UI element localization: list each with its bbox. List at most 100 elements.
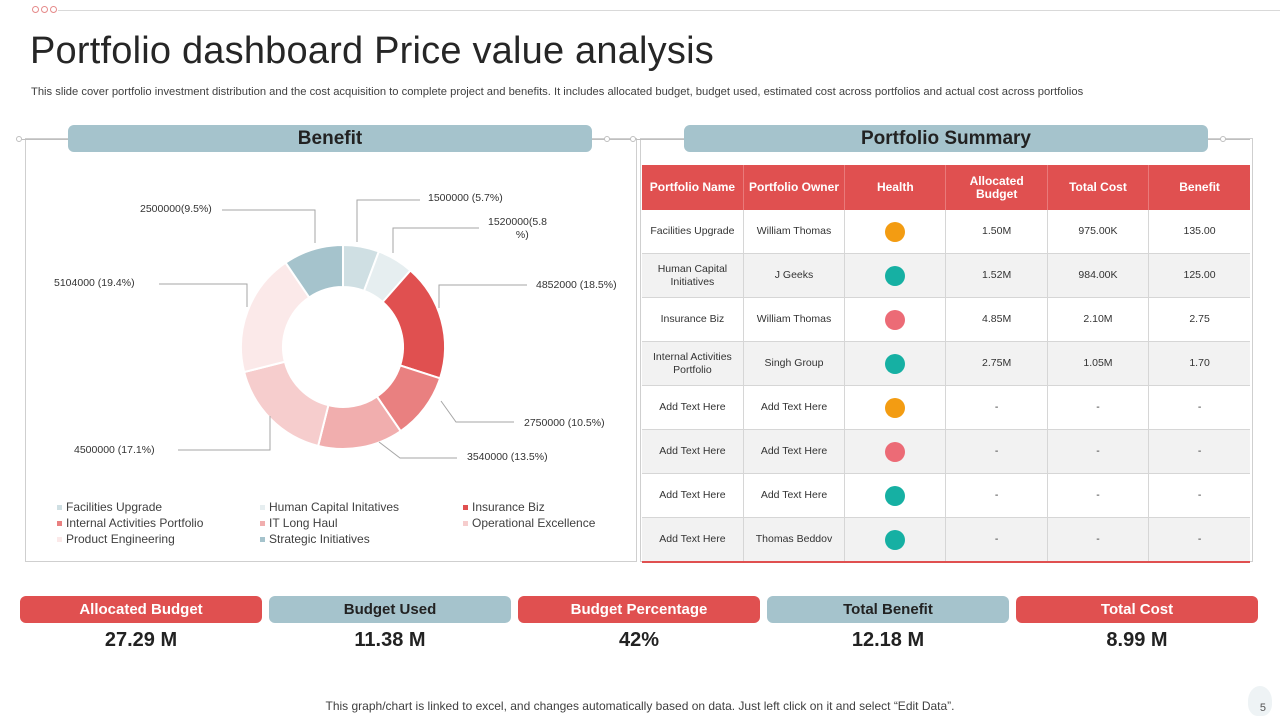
- kpi-label: Budget Percentage: [518, 596, 760, 623]
- column-header-allocated-budget: Allocated Budget: [945, 165, 1048, 210]
- cell-total-cost: -: [1047, 517, 1150, 563]
- legend-label: Internal Activities Portfolio: [66, 516, 204, 530]
- connector-line: [1208, 139, 1250, 140]
- kpi-value: 42%: [618, 629, 660, 651]
- cell-total-cost: 2.10M: [1047, 297, 1150, 342]
- kpi-card: Budget Used 11.38 M: [269, 596, 511, 652]
- health-status-dot: [885, 309, 906, 330]
- legend-label: IT Long Haul: [269, 516, 338, 530]
- cell-benefit: 1.70: [1148, 341, 1250, 386]
- cell-health: [844, 297, 947, 342]
- connector-dot: [1220, 136, 1226, 142]
- data-label: 4500000 (17.1%): [74, 444, 155, 456]
- legend-item: Internal Activities Portfolio: [57, 516, 260, 530]
- legend-item: Insurance Biz: [463, 500, 623, 514]
- data-label: 1520000(5.8 %): [488, 216, 547, 241]
- cell-allocated-budget: 1.52M: [945, 253, 1048, 298]
- connector-dot: [604, 136, 610, 142]
- portfolio-summary-table: Portfolio Name Portfolio Owner Health Al…: [642, 165, 1250, 563]
- table-row: Human Capital Initiatives J Geeks 1.52M 984…: [642, 253, 1250, 298]
- health-status-dot: [885, 529, 906, 550]
- cell-health: [844, 253, 947, 298]
- legend-label: Product Engineering: [66, 532, 175, 546]
- kpi-value: 8.99 M: [1106, 629, 1168, 651]
- cell-benefit: -: [1148, 385, 1250, 430]
- legend-item: Facilities Upgrade: [57, 500, 260, 514]
- cell-allocated-budget: 4.85M: [945, 297, 1048, 342]
- cell-portfolio-owner: Thomas Beddov: [743, 517, 846, 563]
- legend-label: Insurance Biz: [472, 500, 545, 514]
- benefit-header: Benefit: [68, 125, 592, 152]
- table-row: Add Text Here Add Text Here - - -: [642, 429, 1250, 474]
- kpi-value: 11.38 M: [354, 629, 426, 651]
- column-header-health: Health: [844, 165, 947, 210]
- connector-line: [636, 139, 684, 140]
- cell-health: [844, 210, 947, 254]
- legend-item: Human Capital Initatives: [260, 500, 463, 514]
- cell-portfolio-name: Add Text Here: [642, 517, 744, 563]
- kpi-card: Allocated Budget 27.29 M: [20, 596, 262, 652]
- legend-swatch: [260, 536, 265, 542]
- connector-line: [22, 139, 68, 140]
- leader-line: [392, 227, 479, 253]
- data-label: 5104000 (19.4%): [54, 277, 135, 289]
- connector-line: [592, 139, 634, 140]
- legend-swatch: [260, 504, 265, 510]
- cell-portfolio-name: Add Text Here: [642, 429, 744, 474]
- table-row: Facilities Upgrade William Thomas 1.50M 975…: [642, 210, 1250, 254]
- benefit-donut-chart: 1500000 (5.7%) 1520000(5.8 %) 4852000 (18.…: [54, 192, 617, 463]
- column-header-portfolio-name: Portfolio Name: [642, 165, 744, 210]
- legend-swatch: [463, 504, 468, 510]
- table-row: Internal Activities Portfolio Singh Group…: [642, 341, 1250, 386]
- health-status-dot: [885, 441, 906, 462]
- page-subtitle: This slide cover portfolio investment di…: [31, 86, 1084, 98]
- table-row: Insurance Biz William Thomas 4.85M 2.10M 2.7…: [642, 297, 1250, 342]
- kpi-label: Allocated Budget: [20, 596, 262, 623]
- cell-allocated-budget: 1.50M: [945, 210, 1048, 254]
- top-divider: [58, 10, 1280, 11]
- cell-health: [844, 341, 947, 386]
- data-label: 2750000 (10.5%): [524, 417, 605, 429]
- cell-portfolio-name: Facilities Upgrade: [642, 210, 744, 254]
- cell-portfolio-name: Human Capital Initiatives: [642, 253, 744, 298]
- legend-swatch: [57, 536, 62, 542]
- portfolio-summary-header: Portfolio Summary: [684, 125, 1208, 152]
- kpi-label: Total Cost: [1016, 596, 1258, 623]
- table-row: Add Text Here Add Text Here - - -: [642, 385, 1250, 430]
- table-row: Add Text Here Add Text Here - - -: [642, 473, 1250, 518]
- table-header-row: Portfolio Name Portfolio Owner Health Al…: [642, 165, 1250, 210]
- column-header-total-cost: Total Cost: [1047, 165, 1150, 210]
- cell-allocated-budget: -: [945, 429, 1048, 474]
- cell-benefit: -: [1148, 473, 1250, 518]
- cell-allocated-budget: -: [945, 517, 1048, 563]
- leader-line: [178, 416, 271, 451]
- page-title: Portfolio dashboard Price value analysis: [30, 30, 714, 72]
- cell-total-cost: 1.05M: [1047, 341, 1150, 386]
- chart-legend: Facilities Upgrade Human Capital Initativ…: [57, 500, 617, 546]
- legend-label: Human Capital Initatives: [269, 500, 400, 514]
- connector-dot: [630, 136, 636, 142]
- leader-line: [378, 441, 457, 459]
- leader-line: [159, 283, 248, 307]
- cell-total-cost: 984.00K: [1047, 253, 1150, 298]
- health-status-dot: [885, 485, 906, 506]
- legend-item: Operational Excellence: [463, 516, 623, 530]
- legend-item: Product Engineering: [57, 532, 260, 546]
- legend-swatch: [57, 504, 62, 510]
- cell-portfolio-owner: Add Text Here: [743, 385, 846, 430]
- donut-slice: [242, 360, 330, 448]
- kpi-label: Total Benefit: [767, 596, 1009, 623]
- cell-allocated-budget: -: [945, 385, 1048, 430]
- cell-health: [844, 517, 947, 563]
- cell-total-cost: -: [1047, 473, 1150, 518]
- column-header-portfolio-owner: Portfolio Owner: [743, 165, 846, 210]
- leader-line: [440, 400, 514, 423]
- cell-portfolio-owner: William Thomas: [743, 210, 846, 254]
- cell-portfolio-owner: Singh Group: [743, 341, 846, 386]
- donut-slice: [284, 243, 344, 299]
- kpi-row: Allocated Budget 27.29 M Budget Used 11.38 …: [20, 596, 1258, 656]
- kpi-value: 27.29 M: [104, 629, 178, 651]
- legend-swatch: [260, 520, 265, 526]
- legend-label: Facilities Upgrade: [66, 500, 163, 514]
- legend-item: IT Long Haul: [260, 516, 463, 530]
